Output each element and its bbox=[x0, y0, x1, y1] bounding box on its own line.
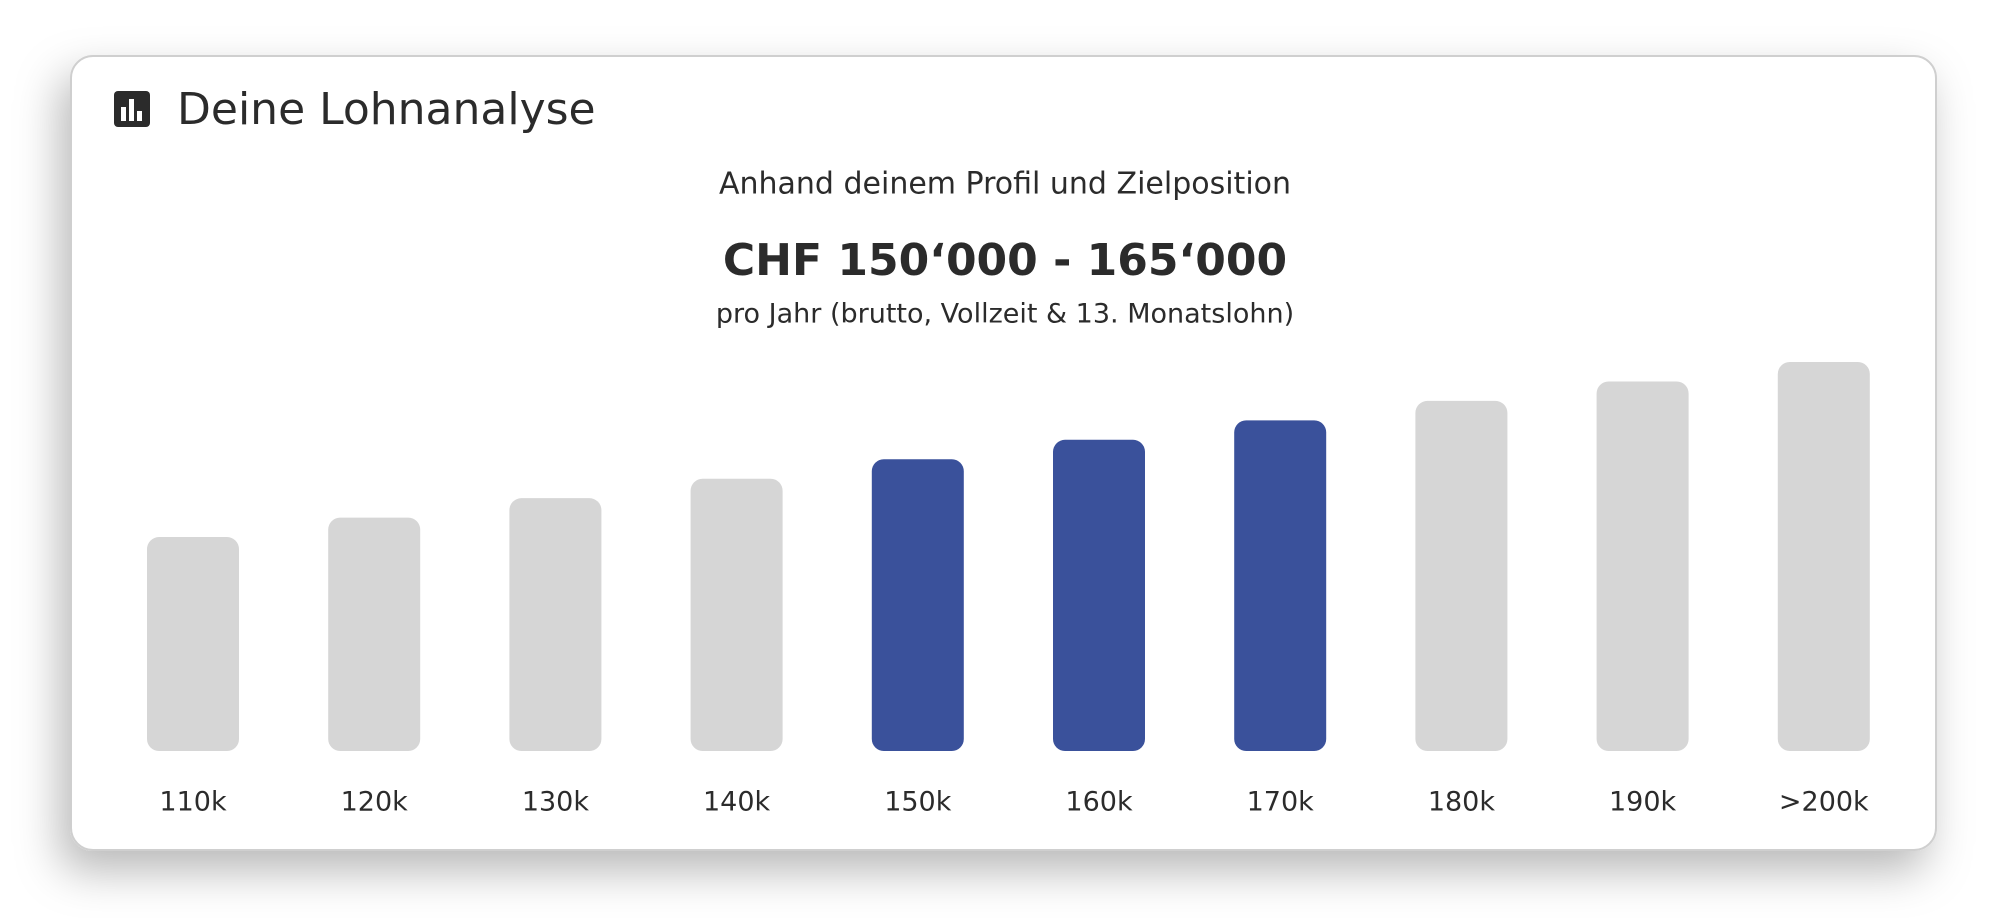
note: pro Jahr (brutto, Vollzeit & 13. Monatsl… bbox=[716, 299, 1294, 330]
bar bbox=[1415, 400, 1508, 751]
subtitle: Anhand deinem Profil und Zielposition bbox=[719, 167, 1291, 202]
x-tick-label: 170k bbox=[1247, 787, 1315, 818]
chart-icon bbox=[114, 91, 150, 127]
x-tick-label: >200k bbox=[1779, 787, 1869, 818]
bar bbox=[328, 517, 421, 751]
bar bbox=[509, 498, 602, 751]
bar bbox=[1777, 362, 1870, 751]
x-tick-label: 160k bbox=[1065, 787, 1133, 818]
salary-range: CHF 150‘000 - 165‘000 bbox=[723, 235, 1287, 286]
x-tick-label: 120k bbox=[341, 787, 409, 818]
x-tick-label: 130k bbox=[522, 787, 590, 818]
x-tick-label: 110k bbox=[159, 787, 227, 818]
x-tick-label: 150k bbox=[884, 787, 952, 818]
bar bbox=[871, 459, 964, 751]
x-tick-label: 180k bbox=[1428, 787, 1496, 818]
x-tick-label: 190k bbox=[1609, 787, 1677, 818]
bar bbox=[1234, 420, 1327, 751]
bar bbox=[690, 478, 783, 751]
x-tick-label: 140k bbox=[703, 787, 771, 818]
bar bbox=[1053, 439, 1145, 751]
bar bbox=[147, 537, 239, 751]
chart-title: Deine Lohnanalyse bbox=[177, 84, 596, 135]
bar bbox=[1596, 381, 1689, 751]
